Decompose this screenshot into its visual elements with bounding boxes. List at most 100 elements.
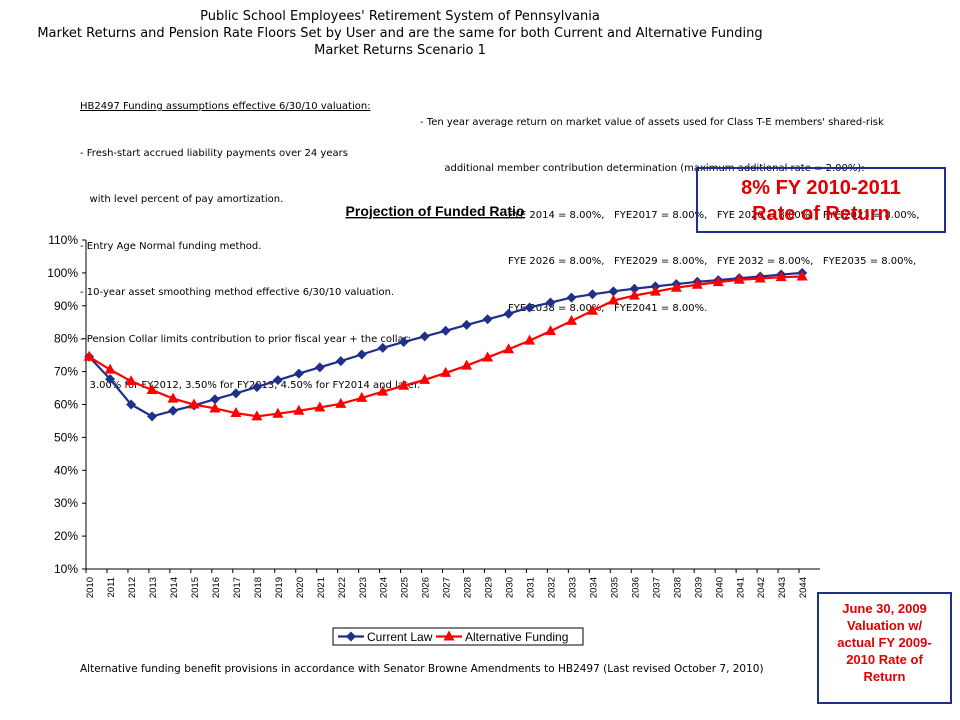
data-point-diamond <box>209 394 220 405</box>
x-tick-label: 2017 <box>232 577 243 598</box>
data-point-triangle <box>712 276 724 287</box>
data-point-diamond <box>629 283 640 294</box>
chart-title: Projection of Funded Ratio <box>346 203 525 219</box>
y-tick-label: 90% <box>54 299 78 313</box>
assumption-line: FYE 2014 = 8.00%, FYE2017 = 8.00%, FYE 2… <box>508 209 920 221</box>
x-tick-label: 2025 <box>400 577 411 598</box>
x-tick-label: 2044 <box>798 577 809 598</box>
x-tick-label: 2013 <box>148 577 159 598</box>
data-point-triangle <box>733 273 745 284</box>
data-point-diamond <box>482 314 493 325</box>
x-tick-label: 2020 <box>295 577 306 598</box>
callout-line: Return <box>863 669 906 684</box>
x-tick-label: 2021 <box>316 577 327 598</box>
data-point-triangle <box>524 334 536 345</box>
data-point-triangle <box>440 366 452 377</box>
data-point-triangle <box>565 314 577 325</box>
x-tick-label: 2022 <box>337 577 348 598</box>
y-tick-label: 20% <box>54 529 78 543</box>
x-tick-label: 2041 <box>735 577 746 598</box>
data-point-triangle <box>146 384 158 395</box>
x-tick-label: 2029 <box>484 577 495 598</box>
data-point-triangle <box>356 391 368 402</box>
data-point-diamond <box>230 388 241 399</box>
data-point-diamond <box>168 405 179 416</box>
data-point-diamond <box>398 336 409 347</box>
data-point-triangle <box>419 373 431 384</box>
data-point-triangle <box>209 402 221 413</box>
data-point-triangle <box>293 404 305 415</box>
y-tick-label: 80% <box>54 332 78 346</box>
x-tick-label: 2018 <box>253 577 264 598</box>
data-point-diamond <box>272 375 283 386</box>
x-tick-label: 2015 <box>190 577 201 598</box>
x-tick-label: 2016 <box>211 577 222 598</box>
valuation-callout: June 30, 2009 Valuation w/ actual FY 200… <box>817 592 952 704</box>
header-line-3: Market Returns Scenario 1 <box>314 43 486 58</box>
x-tick-label: 2039 <box>693 577 704 598</box>
series-line-alternative-funding <box>88 275 803 418</box>
data-point-triangle <box>691 278 703 289</box>
data-point-diamond <box>608 286 619 297</box>
data-point-diamond <box>346 631 356 642</box>
x-tick-label: 2038 <box>672 577 683 598</box>
x-tick-label: 2031 <box>526 577 537 598</box>
assumption-line: FYE 2038 = 8.00%, FYE2041 = 8.00%. <box>508 302 708 314</box>
data-point-diamond <box>356 349 367 360</box>
x-tick-label: 2011 <box>106 577 117 597</box>
x-tick-label: 2019 <box>274 577 285 598</box>
data-point-triangle <box>83 350 95 361</box>
data-point-triangle <box>754 272 766 283</box>
x-tick-label: 2037 <box>651 577 662 598</box>
data-point-diamond <box>105 374 116 385</box>
assumption-line: - Pension Collar limits contribution to … <box>80 333 412 345</box>
callout-line: Rate of Return <box>752 203 890 225</box>
x-tick-label: 2024 <box>379 577 390 598</box>
assumption-line: - Ten year average return on market valu… <box>420 116 884 128</box>
data-point-triangle <box>461 359 473 370</box>
data-point-diamond <box>147 411 158 422</box>
data-point-triangle <box>443 630 455 641</box>
x-tick-label: 2033 <box>567 577 578 598</box>
x-tick-label: 2032 <box>547 577 558 598</box>
data-point-triangle <box>796 270 808 281</box>
rate-of-return-callout: 8% FY 2010-2011 Rate of Return <box>696 167 946 233</box>
data-point-diamond <box>251 382 262 393</box>
x-tick-label: 2043 <box>777 577 788 598</box>
x-tick-label: 2040 <box>714 577 725 598</box>
y-tick-label: 100% <box>47 266 78 280</box>
data-point-triangle <box>230 407 242 418</box>
header-line-1: Public School Employees' Retirement Syst… <box>200 9 600 24</box>
assumption-line: FYE 2026 = 8.00%, FYE2029 = 8.00%, FYE 2… <box>508 256 917 267</box>
y-tick-label: 70% <box>54 365 78 379</box>
assumptions-right: - Ten year average return on market valu… <box>420 84 919 332</box>
data-point-triangle <box>482 351 494 362</box>
x-tick-label: 2035 <box>609 577 620 598</box>
x-tick-label: 2027 <box>442 577 453 598</box>
legend-label-alternative-funding: Alternative Funding <box>465 630 568 644</box>
data-point-diamond <box>377 342 388 353</box>
data-point-triangle <box>251 410 263 421</box>
callout-line: 2010 Rate of <box>846 652 923 667</box>
x-tick-label: 2036 <box>630 577 641 598</box>
x-tick-label: 2023 <box>358 577 369 598</box>
callout-line: Valuation w/ <box>846 618 923 633</box>
chart-axes: 10% 20% 30% 40% 50% 60% 70% 80% 90% 100% 110% 2010 2… <box>47 233 820 598</box>
data-point-diamond <box>419 331 430 342</box>
data-point-diamond <box>503 308 514 319</box>
header-line-2: Market Returns and Pension Rate Floors S… <box>37 26 763 41</box>
assumptions-heading: HB2497 Funding assumptions effective 6/3… <box>80 101 371 112</box>
assumptions-left: HB2497 Funding assumptions effective 6/3… <box>80 68 420 409</box>
callout-line: 8% FY 2010-2011 <box>741 177 901 199</box>
y-tick-label: 110% <box>48 233 78 247</box>
chart-legend: Current Law Alternative Funding <box>332 627 584 646</box>
data-point-triangle <box>398 379 410 390</box>
assumption-line: - Entry Age Normal funding method. <box>80 240 262 252</box>
x-tick-label: 2014 <box>169 577 180 598</box>
data-point-triangle <box>188 398 200 409</box>
y-tick-label: 10% <box>54 562 78 576</box>
x-tick-label: 2010 <box>85 577 96 598</box>
data-point-triangle <box>272 407 284 418</box>
callout-line: June 30, 2009 <box>842 601 927 616</box>
